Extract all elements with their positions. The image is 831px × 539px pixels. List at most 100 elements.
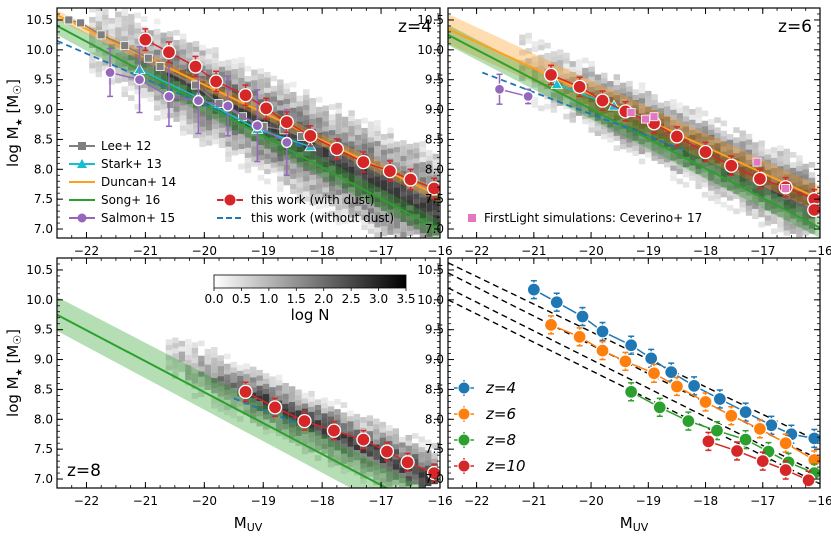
density-cell: [288, 437, 296, 443]
density-cell: [569, 86, 576, 93]
density-cell: [777, 145, 784, 152]
density-cell: [726, 179, 734, 186]
density-cell: [714, 168, 721, 174]
density-cell: [695, 142, 702, 149]
legend-item: z=8: [454, 431, 516, 449]
density-cell: [400, 185, 407, 192]
density-cell: [682, 141, 690, 147]
density-cell: [89, 16, 96, 23]
density-cell: [745, 133, 753, 140]
density-cell: [670, 165, 677, 171]
density-cell: [108, 23, 115, 29]
density-cell: [277, 175, 284, 182]
density-cell: [657, 107, 665, 114]
density-cell: [179, 125, 187, 131]
density-cell: [714, 127, 721, 134]
density-cell: [308, 411, 315, 417]
density-cell: [204, 379, 212, 385]
density-cell: [380, 179, 388, 186]
density-cell: [575, 59, 583, 66]
density-cell: [361, 132, 368, 139]
density-cell: [367, 202, 375, 209]
density-cell: [347, 441, 354, 447]
density-cell: [283, 103, 290, 110]
density-cell: [128, 54, 135, 61]
density-cell: [153, 79, 161, 86]
density-cell: [186, 88, 193, 94]
legend-marker: [457, 407, 471, 421]
density-cell: [789, 223, 797, 229]
density-cell: [714, 147, 721, 154]
density-cell: [270, 106, 278, 112]
density-cell: [309, 103, 316, 109]
density-cell: [632, 104, 639, 111]
density-cell: [290, 147, 297, 154]
density-cell: [218, 122, 226, 128]
density-cell: [296, 146, 303, 153]
y-tick-label: 8.0: [425, 412, 444, 426]
density-cell: [720, 130, 728, 137]
density-cell: [796, 165, 803, 172]
density-cell: [262, 418, 270, 425]
thiswork-point: [382, 163, 398, 179]
density-cell: [796, 211, 803, 217]
density-cell: [405, 480, 412, 487]
density-cell: [758, 145, 765, 152]
density-cell: [192, 112, 200, 118]
density-cell: [173, 116, 180, 122]
density-cell: [550, 96, 558, 103]
density-cell: [308, 396, 315, 402]
density-cell: [789, 212, 797, 219]
density-cell: [282, 398, 289, 404]
density-cell: [205, 114, 213, 121]
density-cell: [270, 121, 278, 128]
density-cell: [262, 393, 270, 400]
density-cell: [309, 118, 316, 125]
density-cell: [588, 86, 595, 93]
nodust-line: [233, 397, 299, 425]
density-cell: [277, 99, 284, 106]
density-cell: [708, 159, 715, 166]
density-cell: [802, 173, 809, 180]
density-cell: [308, 436, 315, 443]
density-cell: [178, 345, 186, 352]
density-cell: [231, 99, 239, 105]
density-cell: [269, 422, 276, 428]
density-cell: [269, 386, 276, 393]
density-cell: [380, 154, 388, 161]
density-cell: [166, 36, 174, 42]
density-cell: [544, 93, 551, 100]
density-cell: [128, 85, 135, 91]
density-cell: [217, 355, 225, 362]
density-cell: [601, 123, 608, 130]
density-cell: [601, 118, 608, 125]
density-cell: [205, 134, 213, 141]
density-cell: [789, 202, 797, 209]
density-cell: [426, 160, 433, 166]
density-cell: [128, 44, 135, 51]
density-cell: [134, 63, 141, 70]
density-cell: [244, 76, 252, 82]
density-cell: [393, 192, 401, 198]
density-cell: [115, 62, 122, 69]
density-cell: [676, 148, 683, 154]
density-cell: [777, 211, 784, 218]
density-cell: [670, 104, 677, 110]
density-cell: [321, 448, 328, 454]
density-cell: [262, 423, 270, 430]
density-cell: [657, 127, 665, 134]
density-cell: [400, 170, 407, 177]
density-cell: [374, 186, 381, 192]
density-cell: [386, 455, 393, 462]
density-cell: [613, 109, 621, 116]
density-cell: [360, 447, 367, 454]
density-cell: [250, 402, 257, 408]
density-cell: [689, 119, 696, 125]
density-cell: [418, 436, 425, 443]
density-cell: [714, 173, 721, 179]
density-cell: [556, 69, 564, 76]
density-cell: [322, 171, 329, 178]
density-cell: [257, 83, 265, 90]
density-cell: [282, 388, 289, 394]
density-cell: [328, 210, 336, 217]
